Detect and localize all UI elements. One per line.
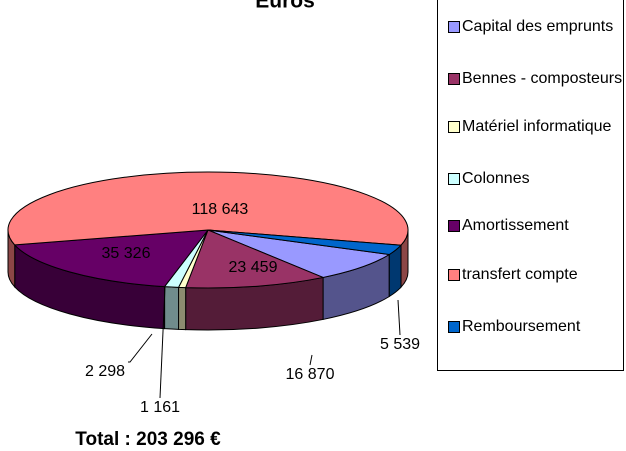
data-label: 16 870 — [286, 366, 335, 383]
leader-line — [309, 354, 313, 366]
data-label: 35 326 — [102, 245, 151, 262]
pie-slice — [7, 171, 409, 246]
data-label: 1 161 — [140, 399, 180, 416]
legend-label: Capital des emprunts — [462, 18, 614, 35]
legend-entry: Amortissement — [448, 216, 623, 236]
total-annotation: Total : 203 296 € — [75, 429, 221, 450]
legend-entry: Colonnes — [448, 169, 623, 189]
pie-side — [164, 286, 180, 330]
leader-line — [128, 333, 153, 363]
legend-swatch — [448, 73, 460, 85]
legend-label: Bennes - composteurs — [462, 70, 623, 87]
legend-label: Matériel informatique — [462, 118, 612, 135]
data-label: 5 539 — [380, 336, 420, 353]
legend-entry: Capital des emprunts — [448, 17, 623, 37]
legend-swatch — [448, 21, 460, 33]
legend-entry: Matériel informatique — [448, 117, 623, 137]
chart-title: Euros — [255, 0, 315, 13]
legend-label: Amortissement — [462, 217, 569, 234]
legend: Capital des emprunts Bennes - composteurs… — [437, 0, 624, 371]
pie-side — [178, 286, 187, 331]
pie-slice — [207, 229, 391, 278]
pie-slice — [13, 229, 210, 288]
legend-label: Remboursement — [462, 318, 581, 335]
leader-line — [159, 286, 166, 399]
data-label: 2 298 — [85, 363, 125, 380]
pie-slice — [207, 229, 403, 256]
data-label: 118 643 — [192, 201, 249, 218]
legend-swatch — [448, 269, 460, 281]
legend-label: Colonnes — [462, 170, 530, 187]
data-label: 23 459 — [229, 259, 278, 276]
pie-slice — [184, 229, 325, 289]
legend-swatch — [448, 173, 460, 185]
leader-line — [397, 299, 401, 336]
legend-entry: Remboursement — [448, 317, 623, 337]
legend-swatch — [448, 321, 460, 333]
legend-entry: transfert compte — [448, 265, 623, 285]
legend-swatch — [448, 121, 460, 133]
legend-label: transfert compte — [462, 266, 578, 283]
legend-swatch — [448, 220, 460, 232]
legend-entry: Bennes - composteurs — [448, 69, 623, 89]
